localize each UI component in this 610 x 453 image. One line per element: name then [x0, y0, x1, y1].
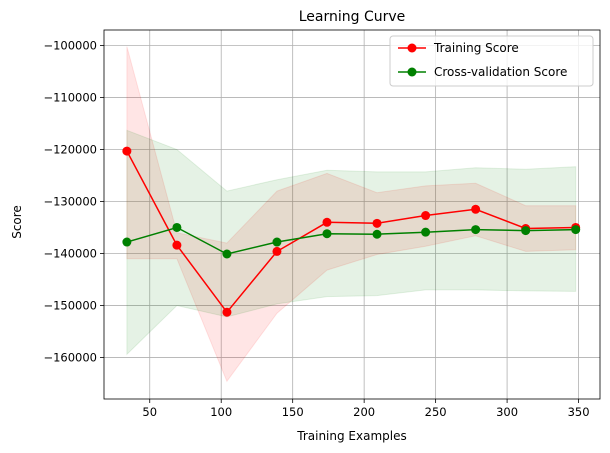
- series-1-point: [421, 227, 431, 237]
- legend-label-1: Cross-validation Score: [434, 65, 567, 79]
- series-1-point: [521, 226, 531, 236]
- y-tick-label: −160000: [43, 350, 97, 364]
- series-1-point: [222, 249, 232, 259]
- y-axis-label: Score: [10, 205, 24, 239]
- plot-frame: [103, 29, 601, 400]
- series-lines: [122, 146, 581, 317]
- axis-ticks: 50 100 150 200 250 300 350 −100000 −110000 −12000…: [43, 39, 589, 419]
- x-axis-label: Training Examples: [296, 429, 406, 443]
- series-1-point: [122, 237, 132, 247]
- x-tick-label: 100: [210, 405, 232, 419]
- chart-title: Learning Curve: [299, 9, 406, 25]
- x-tick-label: 250: [425, 405, 447, 419]
- series-0-point: [122, 146, 132, 156]
- series-1-point: [471, 225, 481, 235]
- series-0-point: [421, 211, 431, 221]
- x-tick-label: 150: [282, 405, 304, 419]
- series-1-line: [126, 226, 576, 255]
- legend-marker-0: [407, 43, 417, 53]
- series-0-line: [126, 150, 576, 314]
- x-tick-label: 200: [353, 405, 375, 419]
- x-tick-label: 50: [142, 405, 157, 419]
- series-0-point: [372, 218, 382, 228]
- legend-label-0: Training Score: [433, 41, 519, 55]
- y-tick-label: −150000: [43, 298, 97, 312]
- y-tick-label: −140000: [43, 246, 97, 260]
- y-tick-label: −130000: [43, 195, 97, 209]
- series-1-point: [322, 229, 332, 239]
- series-0-point: [471, 204, 481, 214]
- series-0-point: [172, 240, 182, 250]
- series-0-point: [222, 307, 232, 317]
- y-tick-label: −120000: [43, 143, 97, 157]
- series-0-point: [272, 246, 282, 256]
- series-1-point: [172, 222, 182, 232]
- series-1-point: [571, 225, 581, 235]
- y-tick-label: −100000: [43, 39, 97, 53]
- series-1-point: [272, 237, 282, 247]
- series-1-std-band: [126, 129, 577, 356]
- legend-box: [389, 35, 594, 87]
- y-tick-label: −110000: [43, 91, 97, 105]
- series-1-point: [372, 229, 382, 239]
- legend: Training Score Cross-validation Score: [389, 35, 594, 87]
- legend-marker-1: [407, 67, 417, 77]
- x-tick-label: 300: [496, 405, 518, 419]
- confidence-bands: [126, 46, 577, 383]
- series-0-point: [322, 217, 332, 227]
- x-tick-label: 350: [568, 405, 590, 419]
